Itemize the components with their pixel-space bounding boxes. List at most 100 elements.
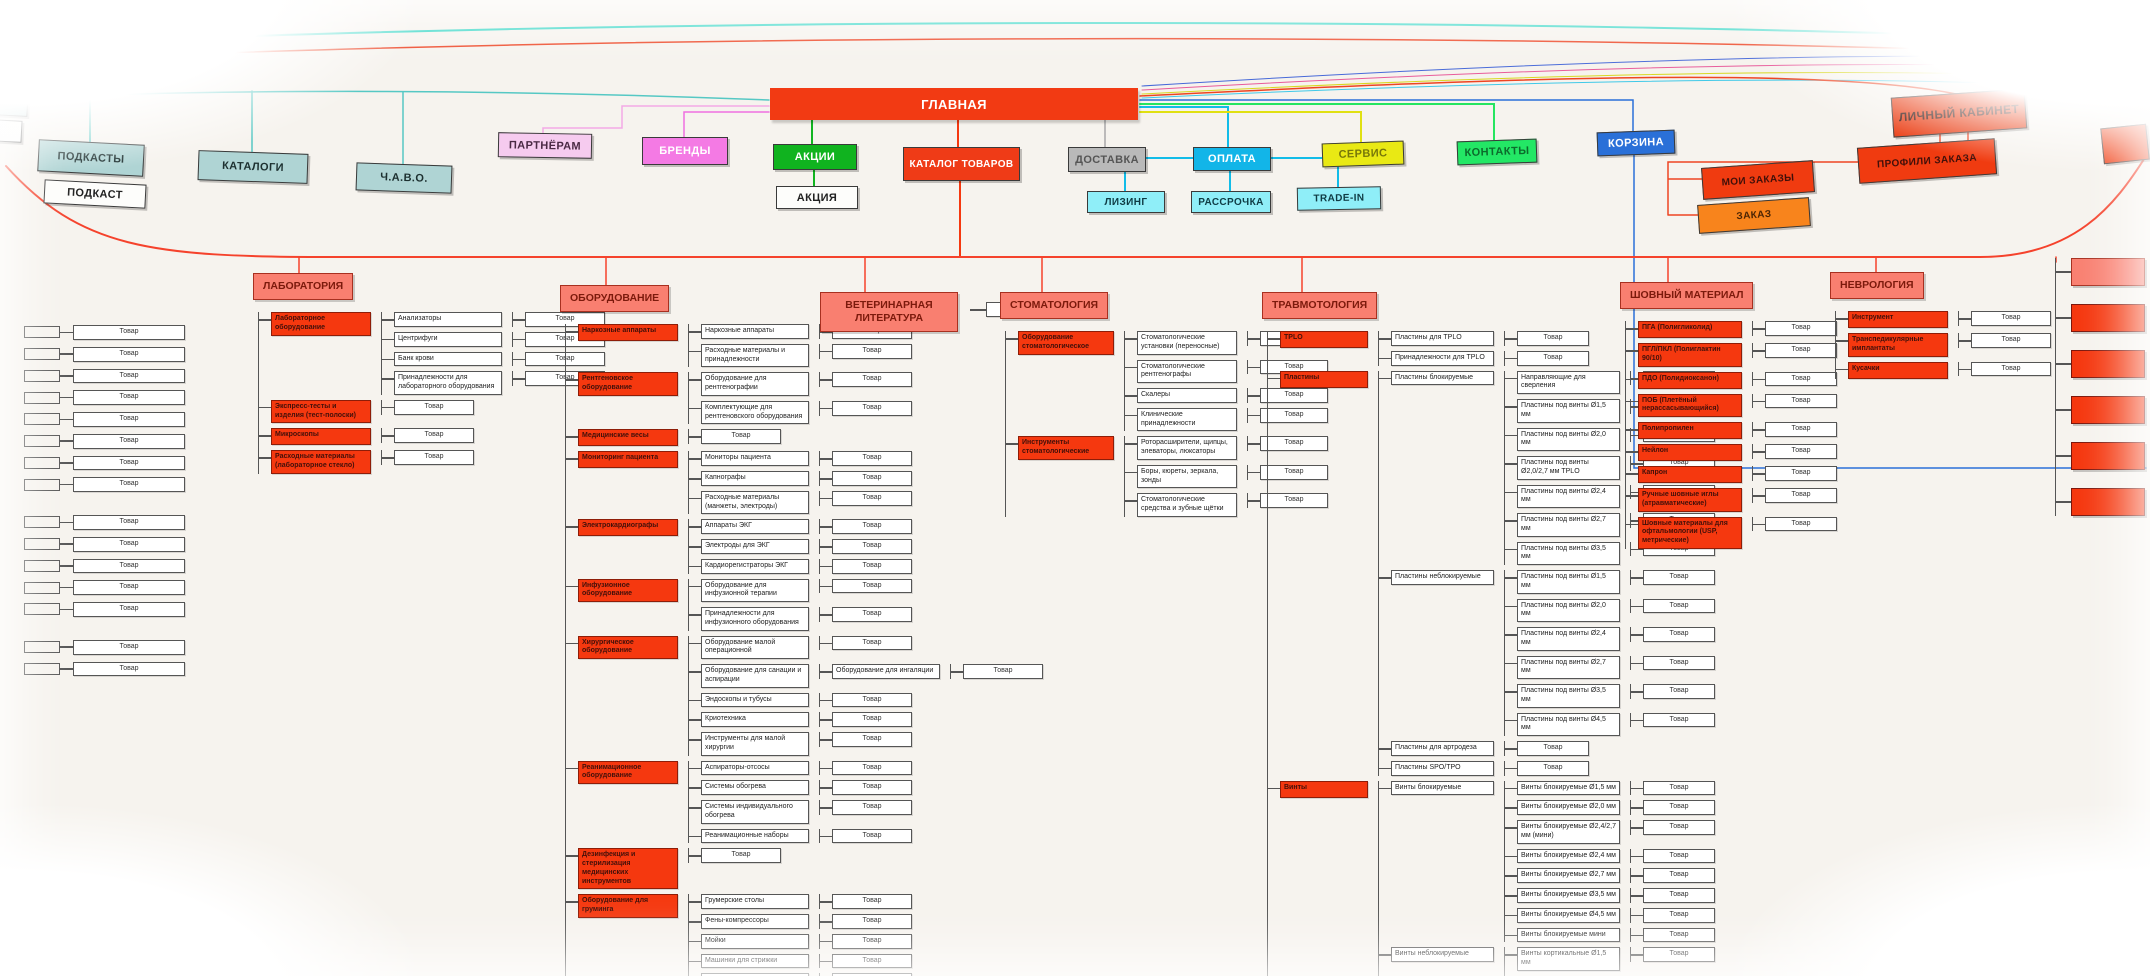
subcategory-box[interactable]: Расходные материалы: [701, 973, 809, 976]
category-box[interactable]: TPLO: [1280, 331, 1368, 349]
subcategory-box[interactable]: Пластины для TPLO: [1391, 331, 1494, 346]
cut-parent-box[interactable]: [24, 662, 60, 675]
product-box[interactable]: Товар: [1643, 907, 1715, 923]
subcategory-box[interactable]: Центрифуги: [394, 331, 502, 347]
subcategory-box[interactable]: Стоматологические установки (переносные): [1137, 331, 1237, 355]
subcategory-box[interactable]: Системы обогрева: [701, 780, 809, 796]
cut-box-left-top[interactable]: [0, 89, 29, 117]
section-header[interactable]: ТРАВМОТОЛОГИЯ: [1262, 292, 1378, 320]
cut-parent-box[interactable]: [24, 478, 60, 491]
category-box[interactable]: Кусачки: [1848, 361, 1948, 379]
category-box[interactable]: Лабораторное оборудование: [271, 312, 371, 336]
cut-parent-box[interactable]: [24, 369, 60, 382]
subcategory-box[interactable]: Винты блокируемые Ø2,0 мм: [1517, 800, 1620, 816]
nav-leasing[interactable]: ЛИЗИНГ: [1087, 191, 1165, 213]
category-box[interactable]: ПГЛ/ПКЛ (Полиглактин 90/10): [1638, 343, 1742, 367]
product-box[interactable]: Товар: [1643, 868, 1715, 884]
subcategory-box[interactable]: Пластины под винты Ø2,0 мм: [1517, 598, 1620, 623]
product-box[interactable]: Товар: [1643, 655, 1715, 671]
product-box[interactable]: Товар: [1971, 333, 2051, 348]
category-box[interactable]: Хирургическое оборудование: [578, 635, 678, 660]
category-box[interactable]: ПОБ (Плетёный нерассасывающийся): [1638, 393, 1742, 418]
nav-promos[interactable]: АКЦИИ: [773, 144, 857, 170]
product-box[interactable]: Товар: [832, 933, 912, 949]
subcategory-box[interactable]: Мониторы пациента: [701, 451, 809, 467]
category-box[interactable]: Медицинские весы: [578, 429, 678, 447]
product-box[interactable]: Товар: [73, 661, 185, 677]
subcategory-box[interactable]: Аппараты ЭКГ: [701, 519, 809, 535]
subcategory-box[interactable]: Фены-компрессоры: [701, 914, 809, 929]
subcategory-box[interactable]: Оборудование для инфузионной терапии: [701, 578, 809, 603]
product-box[interactable]: Товар: [73, 390, 185, 405]
subcategory-box[interactable]: Криотехника: [701, 712, 809, 728]
product-box[interactable]: Товар: [1517, 760, 1589, 776]
subcategory-box[interactable]: Расходные материалы (манжеты, электроды): [701, 490, 809, 515]
nav-catalog[interactable]: КАТАЛОГ ТОВАРОВ: [903, 147, 1020, 181]
product-box[interactable]: Товар: [832, 372, 912, 388]
subcategory-box[interactable]: Оборудование для ингаляции: [832, 664, 940, 679]
main-page-box[interactable]: ГЛАВНАЯ: [770, 88, 1138, 120]
subcategory-box[interactable]: Винты блокируемые мини: [1517, 927, 1620, 943]
cut-parent-box[interactable]: [24, 413, 60, 426]
product-box[interactable]: Товар: [1643, 800, 1715, 816]
cut-parent-box[interactable]: [24, 603, 60, 616]
category-box[interactable]: Полипропилен: [1638, 422, 1742, 440]
product-box[interactable]: Товар: [1517, 331, 1589, 346]
cut-parent-box[interactable]: [24, 559, 60, 572]
subcategory-box[interactable]: Боры, кюреты, зеркала, зонды: [1137, 464, 1237, 489]
category-box[interactable]: Шовные материалы для офтальмологии (USP,…: [1638, 516, 1742, 549]
cut-category-box[interactable]: [2055, 258, 2145, 286]
category-box[interactable]: Ручные шовные иглы (атравматические): [1638, 488, 1742, 512]
product-box[interactable]: Товар: [73, 346, 185, 362]
product-box[interactable]: Товар: [1260, 388, 1328, 403]
subcategory-box[interactable]: Реанимационные наборы: [701, 828, 809, 844]
product-box[interactable]: Товар: [1643, 627, 1715, 642]
product-box[interactable]: Товар: [1643, 570, 1715, 585]
nav-service[interactable]: СЕРВИС: [1321, 140, 1405, 168]
product-box[interactable]: Товар: [1260, 493, 1328, 509]
product-box[interactable]: Товар: [701, 848, 781, 864]
category-box[interactable]: Пластины: [1280, 370, 1368, 388]
product-box[interactable]: Товар: [832, 607, 912, 622]
cut-parent-box[interactable]: [24, 348, 60, 361]
category-box[interactable]: Мониторинг пациента: [578, 451, 678, 469]
nav-faq[interactable]: Ч.А.В.О.: [355, 162, 453, 194]
product-box[interactable]: Товар: [1260, 436, 1328, 452]
product-box[interactable]: Товар: [73, 325, 185, 340]
subcategory-box[interactable]: Кардиорегистраторы ЭКГ: [701, 558, 809, 574]
product-box[interactable]: Товар: [1765, 516, 1837, 532]
product-box[interactable]: Товар: [73, 558, 185, 574]
cut-parent-box[interactable]: [24, 391, 60, 404]
category-box[interactable]: Капрон: [1638, 466, 1742, 484]
product-box[interactable]: Товар: [1517, 741, 1589, 756]
category-box[interactable]: Оборудование для груминга: [578, 894, 678, 918]
category-box[interactable]: Электрокардиографы: [578, 519, 678, 537]
product-box[interactable]: Товар: [832, 451, 912, 467]
subcategory-box[interactable]: Винты блокируемые Ø1,5 мм: [1517, 780, 1620, 796]
category-box[interactable]: Реанимационное оборудование: [578, 760, 678, 785]
section-header[interactable]: ОБОРУДОВАНИЕ: [560, 285, 670, 313]
nav-cart[interactable]: КОРЗИНА: [1596, 129, 1676, 157]
category-box[interactable]: Инфузионное оборудование: [578, 578, 678, 603]
category-box[interactable]: Расходные материалы (лабораторное стекло…: [271, 450, 371, 474]
product-box[interactable]: Товар: [832, 343, 912, 359]
product-box[interactable]: Товар: [832, 400, 912, 416]
subcategory-box[interactable]: Расходные материалы и принадлежности: [701, 343, 809, 368]
subcategory-box[interactable]: Банк крови: [394, 351, 502, 367]
subcategory-box[interactable]: Направляющие для сверления: [1517, 370, 1620, 395]
product-box[interactable]: Товар: [1643, 888, 1715, 903]
product-box[interactable]: Товар: [963, 664, 1043, 679]
product-box[interactable]: Товар: [832, 732, 912, 747]
subcategory-box[interactable]: Пластины под винты Ø2,4 мм: [1517, 484, 1620, 509]
product-box[interactable]: Товар: [73, 602, 185, 617]
product-box[interactable]: Товар: [832, 712, 912, 728]
product-box[interactable]: Товар: [1643, 848, 1715, 864]
product-box[interactable]: Товар: [832, 780, 912, 796]
product-box[interactable]: Товар: [1765, 393, 1837, 409]
subcategory-box[interactable]: Роторасширители, щипцы, элеваторы, люкса…: [1137, 436, 1237, 460]
product-box[interactable]: Товар: [1765, 371, 1837, 387]
cut-category-box[interactable]: [2055, 304, 2145, 332]
product-box[interactable]: Товар: [1971, 361, 2051, 377]
product-box[interactable]: Товар: [1765, 422, 1837, 437]
product-box[interactable]: Товар: [73, 412, 185, 427]
